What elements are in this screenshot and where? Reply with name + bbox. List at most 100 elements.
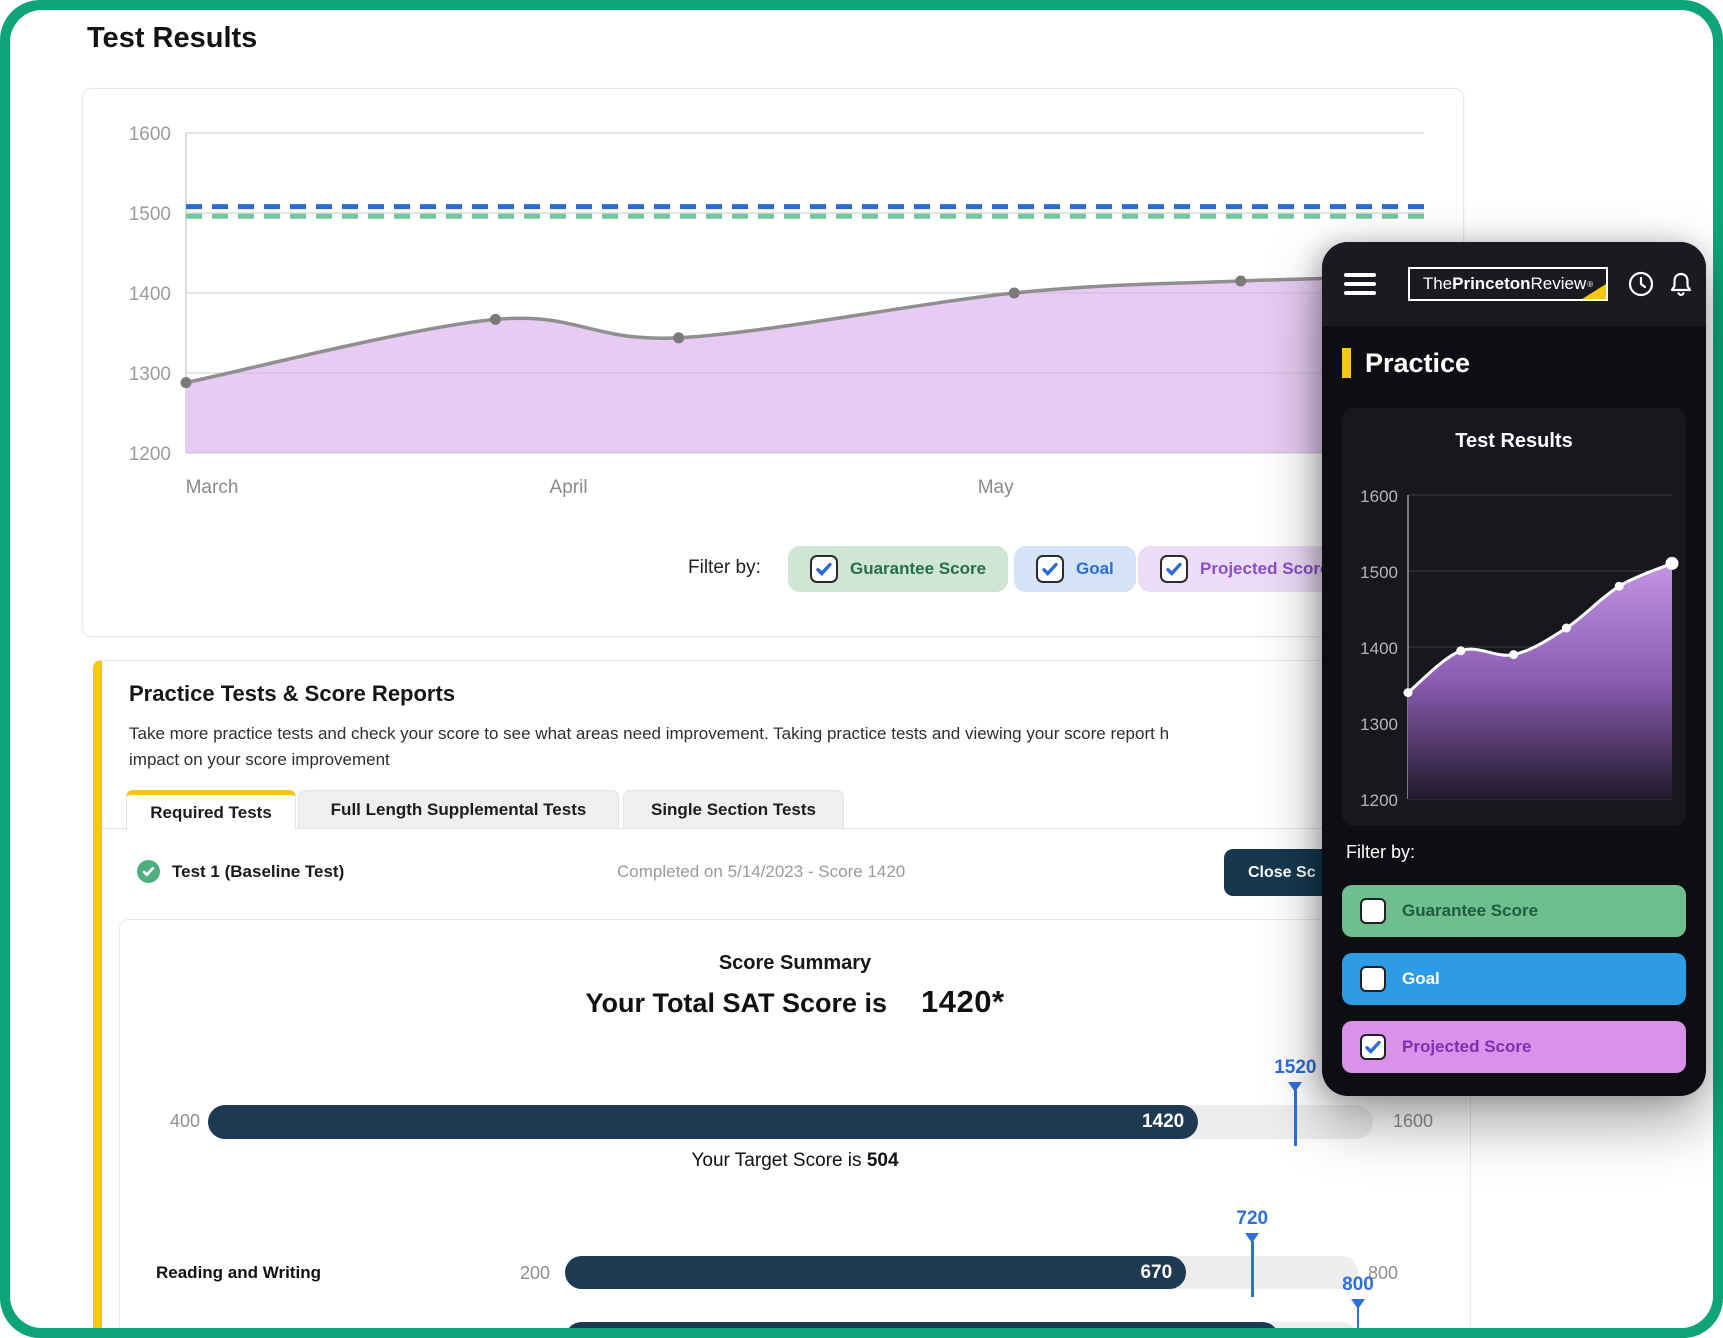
tab-divider — [102, 828, 1471, 829]
phone-test-results-chart: 1600 1500 1400 1300 1200 — [1360, 487, 1679, 810]
check-icon — [816, 562, 832, 576]
phone-test-results-card: Test Results 1600 1500 1400 1300 1200 — [1342, 408, 1686, 826]
score-summary-card: Score Summary Your Total SAT Score is 142… — [119, 919, 1471, 1328]
reading-writing-goal-marker: 720 — [1217, 1208, 1287, 1297]
phone-goal-checkbox[interactable] — [1360, 966, 1386, 992]
goal-marker-value: 720 — [1236, 1208, 1269, 1229]
target-score-line: Your Target Score is 504 — [120, 1150, 1470, 1172]
test-status: Completed on 5/14/2023 - Score 1420 — [617, 862, 906, 881]
math-bar-fill — [565, 1322, 1279, 1328]
marker-line — [1294, 1090, 1297, 1146]
total-bar-max-label: 1600 — [1393, 1111, 1434, 1131]
svg-text:1400: 1400 — [1360, 639, 1398, 658]
svg-text:April: April — [550, 477, 588, 498]
score-summary-title: Score Summary — [718, 952, 872, 974]
completed-check-icon — [137, 860, 160, 883]
menu-icon[interactable] — [1344, 273, 1376, 295]
practice-description-line1: Take more practice tests and check your … — [129, 724, 1170, 743]
svg-text:1500: 1500 — [1360, 563, 1398, 582]
check-icon — [1042, 562, 1058, 576]
test-name: Test 1 (Baseline Test) — [172, 862, 345, 881]
phone-filter-label-text: Goal — [1402, 969, 1440, 988]
goal-checkbox[interactable] — [1036, 555, 1064, 583]
reading-writing-bar: 670 720 — [565, 1208, 1358, 1297]
phone-card-title: Test Results — [1455, 430, 1573, 452]
math-bar-partial: 800 — [565, 1274, 1374, 1328]
marker-line — [1356, 1307, 1360, 1328]
filter-pill-label: Guarantee Score — [850, 559, 987, 578]
phone-filter-guarantee-score[interactable]: Guarantee Score — [1342, 885, 1686, 937]
princeton-review-logo: The Princeton Review ® — [1408, 267, 1608, 301]
filter-pill-goal[interactable]: Goal — [1014, 546, 1136, 592]
tab-single-section-tests[interactable]: Single Section Tests — [623, 790, 844, 828]
tab-required-tests[interactable]: Required Tests — [126, 790, 296, 830]
total-score-bar-value: 1420 — [1141, 1111, 1185, 1132]
phone-section-title: Practice — [1365, 347, 1471, 378]
filter-pill-label: Goal — [1076, 559, 1114, 578]
total-score-bar: 1420 1520 — [208, 1057, 1373, 1146]
page-title: Test Results — [87, 22, 258, 54]
practice-tests-card: Practice Tests & Score Reports Take more… — [93, 660, 1471, 1328]
practice-heading: Practice Tests & Score Reports — [129, 681, 456, 706]
phone-header: The Princeton Review ® — [1322, 242, 1706, 326]
check-icon — [1166, 562, 1182, 576]
phone-filter-by-label: Filter by: — [1346, 842, 1416, 862]
svg-text:1600: 1600 — [1360, 487, 1398, 506]
test-results-chart: 1600 1500 1400 1300 1200 March April May — [129, 124, 1430, 498]
svg-text:1600: 1600 — [129, 124, 171, 145]
marker-arrow-icon — [1288, 1082, 1303, 1092]
svg-text:1200: 1200 — [1360, 791, 1398, 810]
phone-filter-goal[interactable]: Goal — [1342, 953, 1686, 1005]
marker-arrow-icon — [1245, 1233, 1260, 1243]
bell-icon[interactable] — [1668, 271, 1694, 297]
practice-description: Take more practice tests and check your … — [129, 721, 1169, 773]
svg-text:1300: 1300 — [1360, 715, 1398, 734]
svg-text:1300: 1300 — [129, 364, 171, 385]
logo-review: Review — [1530, 274, 1587, 293]
mobile-app-mockup: The Princeton Review ® Practice Test Result… — [1322, 242, 1706, 1096]
phone-projected-checkbox[interactable] — [1360, 1034, 1386, 1060]
total-score-goal-marker: 1520 — [1260, 1057, 1330, 1146]
svg-text:March: March — [186, 477, 239, 498]
reading-writing-bar-fill: 670 — [565, 1256, 1187, 1289]
rw-bar-min-label: 200 — [519, 1263, 550, 1283]
phone-section-header: Practice — [1342, 346, 1470, 380]
tab-full-length-supplemental-tests[interactable]: Full Length Supplemental Tests — [298, 790, 619, 828]
filter-row: Filter by: Guarantee Score Goal — [83, 546, 1463, 592]
reading-writing-label: Reading and Writing — [156, 1263, 321, 1282]
yellow-accent-bar — [1342, 348, 1351, 378]
total-score-value: 1420* — [921, 984, 1005, 1019]
phone-filter-label-text: Projected Score — [1402, 1037, 1532, 1056]
marker-line — [1251, 1241, 1254, 1297]
target-score-value: 504 — [866, 1150, 899, 1171]
total-score-prefix: Your Total SAT Score is — [585, 988, 888, 1018]
svg-text:1200: 1200 — [129, 444, 171, 465]
phone-filter-projected-score[interactable]: Projected Score — [1342, 1021, 1686, 1073]
clock-icon[interactable] — [1628, 271, 1654, 297]
rw-bar-max-label: 800 — [1368, 1263, 1399, 1283]
reading-writing-bar-value: 670 — [1140, 1261, 1173, 1283]
phone-guarantee-checkbox[interactable] — [1360, 898, 1386, 924]
total-score-line: Your Total SAT Score is 1420* — [120, 984, 1470, 1020]
total-score-bar-fill: 1420 — [208, 1105, 1199, 1139]
marker-arrow-icon — [1351, 1299, 1365, 1309]
target-score-prefix: Your Target Score is — [691, 1150, 867, 1171]
logo-yellow-triangle — [1582, 284, 1606, 299]
goal-marker-value: 1520 — [1274, 1057, 1317, 1078]
svg-text:1500: 1500 — [129, 204, 171, 225]
phone-filter-label-text: Guarantee Score — [1402, 901, 1539, 920]
guarantee-score-checkbox[interactable] — [810, 555, 838, 583]
filter-pill-projected-score[interactable]: Projected Score — [1138, 546, 1352, 592]
filter-by-label: Filter by: — [688, 557, 761, 578]
test-results-chart-card: 1600 1500 1400 1300 1200 March April May Filter… — [82, 88, 1464, 637]
svg-text:May: May — [978, 477, 1014, 498]
practice-description-line2: impact on your score improvement — [129, 750, 390, 769]
logo-princeton: Princeton — [1452, 274, 1531, 293]
svg-text:1400: 1400 — [129, 284, 171, 305]
test-row: Test 1 (Baseline Test) Completed on 5/14… — [102, 847, 1463, 899]
check-icon — [1365, 1040, 1381, 1054]
projected-score-checkbox[interactable] — [1160, 555, 1188, 583]
filter-pill-label: Projected Score — [1200, 559, 1330, 578]
filter-pill-guarantee-score[interactable]: Guarantee Score — [788, 546, 1009, 592]
